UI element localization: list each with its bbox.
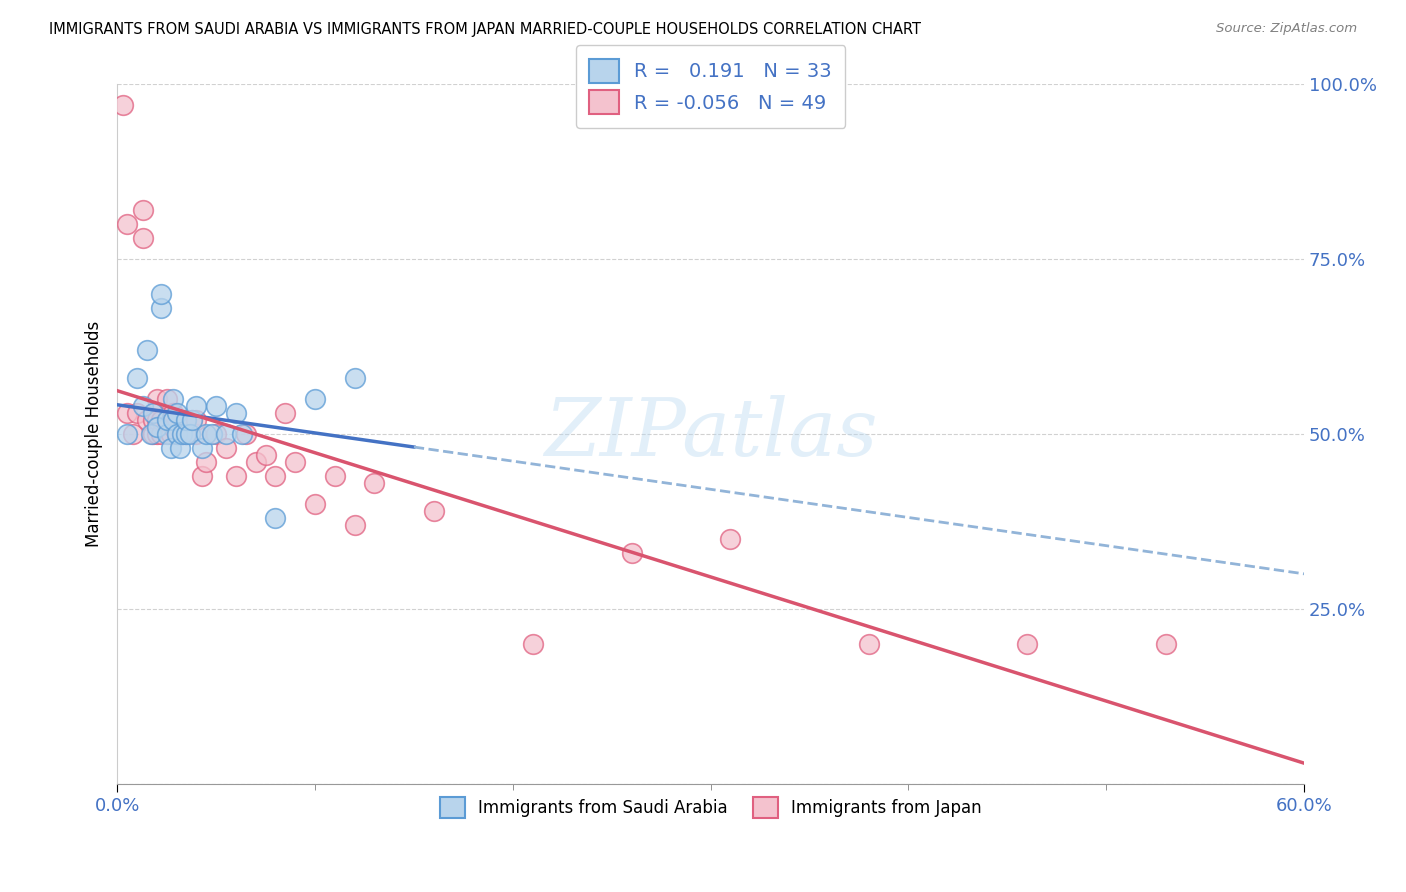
- Point: [181, 413, 204, 427]
- Point: [132, 399, 155, 413]
- Point: [156, 413, 179, 427]
- Point: [195, 455, 218, 469]
- Text: ZIPatlas: ZIPatlas: [544, 395, 877, 473]
- Point: [115, 406, 138, 420]
- Point: [343, 518, 366, 533]
- Point: [162, 413, 184, 427]
- Point: [149, 287, 172, 301]
- Point: [176, 427, 198, 442]
- Point: [343, 371, 366, 385]
- Legend: Immigrants from Saudi Arabia, Immigrants from Japan: Immigrants from Saudi Arabia, Immigrants…: [433, 790, 988, 824]
- Point: [162, 392, 184, 406]
- Point: [112, 98, 135, 112]
- Point: [145, 392, 167, 406]
- Point: [156, 392, 179, 406]
- Point: [142, 406, 165, 420]
- Point: [115, 217, 138, 231]
- Point: [522, 637, 544, 651]
- Point: [169, 441, 191, 455]
- Point: [166, 427, 188, 442]
- Point: [304, 497, 326, 511]
- Point: [323, 469, 346, 483]
- Point: [149, 301, 172, 316]
- Point: [363, 476, 385, 491]
- Point: [181, 413, 204, 427]
- Point: [231, 427, 253, 442]
- Text: IMMIGRANTS FROM SAUDI ARABIA VS IMMIGRANTS FROM JAPAN MARRIED-COUPLE HOUSEHOLDS : IMMIGRANTS FROM SAUDI ARABIA VS IMMIGRAN…: [49, 22, 921, 37]
- Point: [115, 427, 138, 442]
- Point: [162, 406, 184, 420]
- Point: [215, 427, 238, 442]
- Point: [225, 469, 247, 483]
- Point: [254, 448, 277, 462]
- Y-axis label: Married-couple Households: Married-couple Households: [86, 321, 103, 547]
- Point: [858, 637, 880, 651]
- Point: [620, 546, 643, 560]
- Point: [422, 504, 444, 518]
- Point: [225, 406, 247, 420]
- Point: [172, 427, 194, 442]
- Point: [156, 413, 179, 427]
- Point: [274, 406, 297, 420]
- Point: [264, 469, 287, 483]
- Point: [172, 427, 194, 442]
- Point: [205, 427, 228, 442]
- Point: [125, 406, 148, 420]
- Point: [718, 532, 741, 546]
- Point: [149, 413, 172, 427]
- Point: [215, 441, 238, 455]
- Point: [132, 231, 155, 245]
- Point: [132, 203, 155, 218]
- Point: [135, 343, 157, 358]
- Point: [166, 406, 188, 420]
- Point: [159, 441, 181, 455]
- Point: [186, 413, 208, 427]
- Point: [139, 427, 162, 442]
- Point: [162, 420, 184, 434]
- Point: [142, 413, 165, 427]
- Point: [186, 427, 208, 442]
- Text: Source: ZipAtlas.com: Source: ZipAtlas.com: [1216, 22, 1357, 36]
- Point: [166, 413, 188, 427]
- Point: [205, 399, 228, 413]
- Point: [1017, 637, 1039, 651]
- Point: [176, 413, 198, 427]
- Point: [142, 427, 165, 442]
- Point: [145, 413, 167, 427]
- Point: [156, 427, 179, 442]
- Point: [135, 413, 157, 427]
- Point: [179, 427, 201, 442]
- Point: [166, 427, 188, 442]
- Point: [235, 427, 257, 442]
- Point: [186, 399, 208, 413]
- Point: [264, 511, 287, 525]
- Point: [122, 427, 145, 442]
- Point: [176, 427, 198, 442]
- Point: [159, 427, 181, 442]
- Point: [149, 427, 172, 442]
- Point: [145, 427, 167, 442]
- Point: [245, 455, 267, 469]
- Point: [191, 441, 214, 455]
- Point: [195, 427, 218, 442]
- Point: [191, 469, 214, 483]
- Point: [1154, 637, 1177, 651]
- Point: [145, 420, 167, 434]
- Point: [304, 392, 326, 406]
- Point: [284, 455, 307, 469]
- Point: [125, 371, 148, 385]
- Point: [201, 427, 224, 442]
